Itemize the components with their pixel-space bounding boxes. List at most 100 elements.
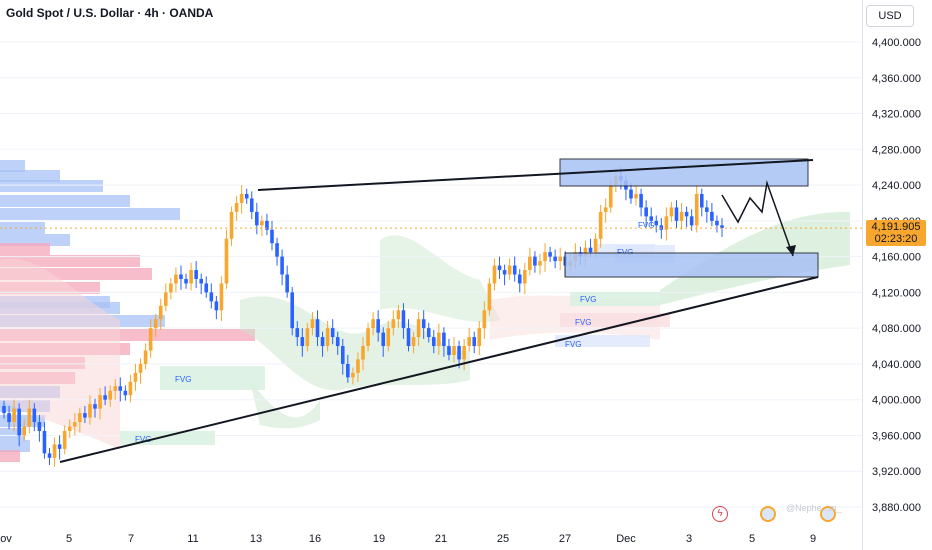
trendlines xyxy=(59,159,819,463)
candle-body xyxy=(12,408,16,423)
candle-body xyxy=(649,216,654,221)
candle-body xyxy=(199,278,203,284)
candle-body xyxy=(351,372,355,378)
us-flag-event-icon-2[interactable] xyxy=(820,506,836,522)
candle-body xyxy=(603,207,608,212)
symbol-title: Gold Spot / U.S. Dollar · 4h · OANDA xyxy=(6,6,214,20)
fvg-box xyxy=(555,335,650,347)
candle-body xyxy=(482,310,487,329)
candle-body xyxy=(669,207,674,217)
candle-body xyxy=(543,252,547,262)
candle-body xyxy=(593,238,598,253)
candle-body xyxy=(356,359,360,373)
candle-body xyxy=(280,256,284,275)
candle-body xyxy=(679,211,684,221)
candle-body xyxy=(325,328,330,347)
grid xyxy=(0,41,862,508)
flash-event-icon[interactable]: ϟ xyxy=(712,506,728,522)
candle-body xyxy=(715,220,719,226)
candle-body xyxy=(366,328,370,347)
candle-body xyxy=(477,328,482,347)
candle-body xyxy=(249,198,254,212)
candle-body xyxy=(93,404,97,409)
candle-body xyxy=(507,265,512,275)
candle-body xyxy=(654,220,659,226)
candle-body xyxy=(376,319,380,333)
candle-body xyxy=(103,395,107,400)
candle-body xyxy=(204,283,209,293)
candle-body xyxy=(629,189,633,199)
candle-body xyxy=(224,238,229,284)
cloud-green xyxy=(240,296,470,391)
candle-body xyxy=(442,332,446,347)
candle-body xyxy=(340,346,345,364)
fvg-label: FVG xyxy=(135,435,151,444)
volume-bar xyxy=(0,428,25,440)
candle-body xyxy=(588,247,593,253)
us-flag-event-icon[interactable] xyxy=(760,506,776,522)
candle-body xyxy=(2,405,6,414)
time-axis: ov 5 7 11 13 16 19 21 25 27 Dec 3 5 9 xyxy=(0,533,816,545)
candle-body xyxy=(22,426,27,436)
candle-body xyxy=(189,270,193,284)
candle-body xyxy=(426,328,431,338)
fvg-box xyxy=(560,313,670,327)
candle-body xyxy=(346,363,350,378)
candle-body xyxy=(143,350,148,364)
candle-body xyxy=(214,301,219,311)
x-tick-label: 9 xyxy=(810,533,816,545)
candle-body xyxy=(553,256,557,262)
axis-separator xyxy=(862,0,863,550)
candle-body xyxy=(295,328,300,338)
x-tick-label: 5 xyxy=(66,533,72,545)
candle-body xyxy=(72,422,77,427)
y-tick-label: 4,280.000 xyxy=(872,144,921,156)
candle-body xyxy=(462,346,466,360)
candle-body xyxy=(386,328,391,347)
candle-body xyxy=(315,319,320,338)
candle-body xyxy=(42,430,47,454)
candle-body xyxy=(558,256,562,262)
candle-body xyxy=(396,310,401,320)
candle-body xyxy=(300,337,305,347)
candle-body xyxy=(538,261,542,266)
candle-body xyxy=(244,194,249,199)
candle-body xyxy=(457,346,461,360)
candle-body xyxy=(361,346,365,360)
x-tick-label: 3 xyxy=(686,533,692,545)
upper-trendline xyxy=(257,159,814,191)
fvg-label: FVG xyxy=(575,318,591,327)
candle-body xyxy=(17,408,21,436)
candle-body xyxy=(169,283,173,293)
y-tick-label: 4,360.000 xyxy=(872,73,921,85)
candle-body xyxy=(67,426,72,431)
y-tick-label: 3,960.000 xyxy=(872,430,921,442)
candle-body xyxy=(523,270,527,284)
candle-body xyxy=(118,386,123,391)
candle-body xyxy=(502,270,507,275)
candle-body xyxy=(720,225,724,228)
y-tick-label: 4,040.000 xyxy=(872,359,921,371)
candle-body xyxy=(265,220,269,230)
candle-body xyxy=(98,395,102,409)
candle-body xyxy=(27,408,32,427)
candle-body xyxy=(239,194,244,203)
currency-selector[interactable]: USD xyxy=(866,5,914,27)
demand-zone xyxy=(564,252,819,278)
candle-body xyxy=(406,328,411,347)
candle-body xyxy=(467,337,471,347)
candle-body xyxy=(401,310,406,329)
candle-body xyxy=(497,265,502,271)
projection-arrowhead xyxy=(786,245,796,256)
candle-body xyxy=(492,265,497,284)
candle-body xyxy=(447,346,451,355)
candle-body xyxy=(634,194,638,199)
candle-body xyxy=(52,444,57,458)
candle-body xyxy=(608,185,613,208)
candle-body xyxy=(512,265,517,275)
candle-body xyxy=(184,278,188,284)
candle-body xyxy=(88,404,92,418)
candle-body xyxy=(371,319,375,329)
